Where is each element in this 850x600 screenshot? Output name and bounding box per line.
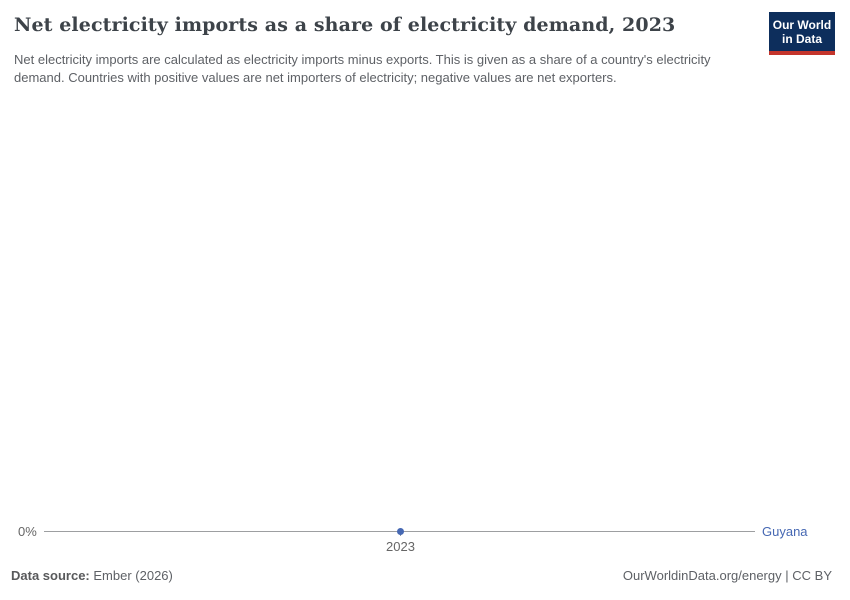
chart-subtitle: Net electricity imports are calculated a… (14, 52, 711, 85)
logo-text-line1: Our World (772, 17, 832, 32)
owid-logo[interactable]: Our World in Data (769, 12, 835, 55)
logo-text-line2: in Data (781, 31, 822, 46)
y-axis-zero-label: 0% (18, 524, 37, 539)
owid-url-link[interactable]: OurWorldinData.org/energy (622, 568, 782, 583)
footer-attribution: OurWorldinData.org/energy | CC BY (623, 568, 832, 583)
footer-data-source: Data source: Ember (2026) (11, 568, 173, 583)
data-point-guyana-2023[interactable] (397, 528, 404, 535)
x-axis-tick-label: 2023 (386, 539, 415, 554)
data-source-label: Data source: (11, 568, 90, 583)
license-link[interactable]: CC BY (792, 568, 832, 583)
data-source-value: Ember (2026) (93, 568, 173, 583)
chart-title: Net electricity imports as a share of el… (14, 14, 676, 36)
footer-separator: | (785, 568, 789, 583)
entity-label-guyana[interactable]: Guyana (762, 524, 808, 539)
